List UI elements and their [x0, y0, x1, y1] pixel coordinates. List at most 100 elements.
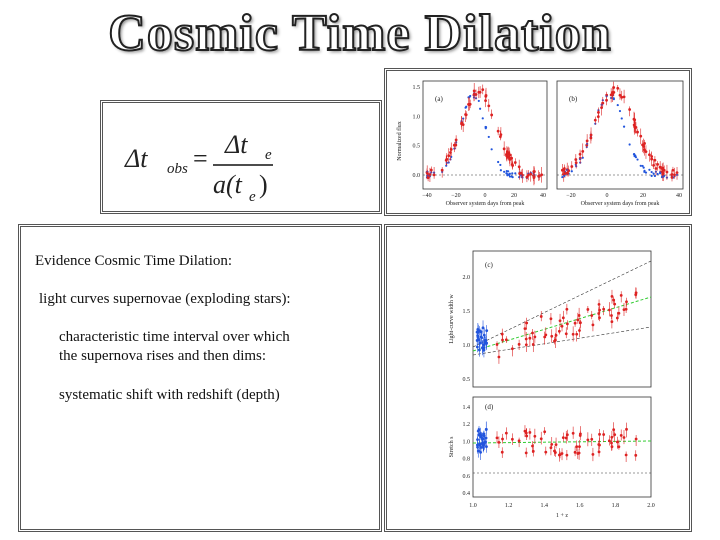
- x-axis-label: Observer system days from peak: [446, 200, 525, 207]
- point: [481, 346, 484, 350]
- point: [426, 176, 430, 180]
- point: [497, 160, 500, 164]
- point: [628, 108, 632, 111]
- point: [485, 341, 489, 345]
- point: [533, 434, 537, 438]
- point: [624, 307, 628, 311]
- formula-numerator: Δt: [224, 130, 248, 159]
- point: [670, 173, 674, 176]
- point: [618, 109, 622, 113]
- x-tick-label: 20: [640, 193, 646, 199]
- slide-title: Cosmic Time Dilation: [107, 4, 612, 63]
- point: [675, 171, 679, 174]
- point: [653, 174, 656, 178]
- point: [622, 125, 626, 128]
- point: [497, 440, 501, 444]
- point: [519, 171, 523, 175]
- point: [560, 452, 564, 455]
- point: [590, 437, 594, 441]
- point: [540, 173, 544, 177]
- point: [481, 88, 485, 92]
- point: [633, 154, 636, 158]
- point: [581, 149, 585, 153]
- point: [613, 302, 617, 306]
- x-tick-label: 1.2: [505, 503, 513, 509]
- point: [578, 329, 581, 332]
- point: [636, 158, 639, 161]
- point: [514, 172, 517, 175]
- point: [539, 437, 543, 441]
- point: [524, 343, 528, 347]
- point: [605, 98, 608, 102]
- point: [632, 153, 636, 156]
- point: [487, 104, 491, 108]
- point: [531, 444, 534, 448]
- point: [557, 453, 561, 457]
- point: [523, 429, 527, 433]
- point: [447, 154, 451, 158]
- point: [510, 437, 514, 441]
- point: [524, 337, 528, 341]
- point: [561, 175, 564, 179]
- point: [525, 321, 529, 325]
- point: [553, 339, 556, 343]
- text-line: systematic shift with redshift (depth): [59, 387, 280, 403]
- point: [585, 139, 589, 143]
- point: [478, 442, 481, 446]
- formula-equals: =: [193, 144, 208, 173]
- point: [477, 99, 480, 103]
- point: [658, 165, 662, 169]
- point: [531, 342, 535, 346]
- point: [440, 168, 444, 172]
- point: [654, 167, 658, 170]
- point: [581, 156, 584, 159]
- point: [615, 316, 619, 320]
- y-tick-label: 2.0: [463, 275, 471, 281]
- point: [650, 174, 653, 177]
- formula-denominator: a(t: [213, 170, 243, 199]
- point: [641, 164, 644, 168]
- y-axis-label: Normalized flux: [396, 121, 403, 161]
- point: [565, 453, 569, 457]
- x-axis-label: Observer system days from peak: [581, 200, 660, 207]
- panel-label: (a): [435, 95, 443, 103]
- point: [612, 298, 616, 302]
- point: [625, 427, 628, 431]
- point: [597, 303, 601, 306]
- point: [643, 169, 646, 172]
- point: [476, 449, 480, 453]
- figure-bottom-box: Light-curve width w Stretch s 2.0 1.5 1.0 0.5…: [384, 224, 692, 532]
- point: [610, 320, 614, 324]
- point: [610, 314, 613, 317]
- point: [618, 93, 622, 97]
- point: [620, 95, 624, 99]
- panel-label: (d): [485, 403, 494, 411]
- point: [665, 170, 669, 174]
- x-tick-label: 40: [540, 193, 546, 199]
- point: [575, 332, 579, 336]
- point: [464, 113, 468, 117]
- y-tick-label: 0.4: [463, 491, 471, 497]
- point: [477, 348, 481, 352]
- x-tick-label: −20: [451, 193, 460, 199]
- formula-lhs-sub: obs: [167, 161, 188, 177]
- point: [511, 176, 514, 179]
- point: [479, 107, 482, 110]
- y-tick-label: 1.4: [463, 405, 471, 411]
- point: [528, 431, 532, 434]
- point: [445, 164, 448, 167]
- point: [622, 95, 626, 99]
- point: [482, 333, 486, 337]
- point: [472, 92, 476, 96]
- point: [495, 436, 499, 440]
- point: [597, 450, 601, 454]
- point: [553, 449, 556, 453]
- point: [467, 102, 470, 106]
- point: [619, 434, 623, 437]
- point: [484, 428, 488, 431]
- figure-top-box: Normalized flux 1.5 1.0 0.5 0.0 −40 −20 0 20 40 −2…: [384, 68, 692, 216]
- point: [500, 450, 504, 454]
- point: [652, 172, 655, 175]
- point: [506, 151, 510, 155]
- point: [484, 99, 487, 102]
